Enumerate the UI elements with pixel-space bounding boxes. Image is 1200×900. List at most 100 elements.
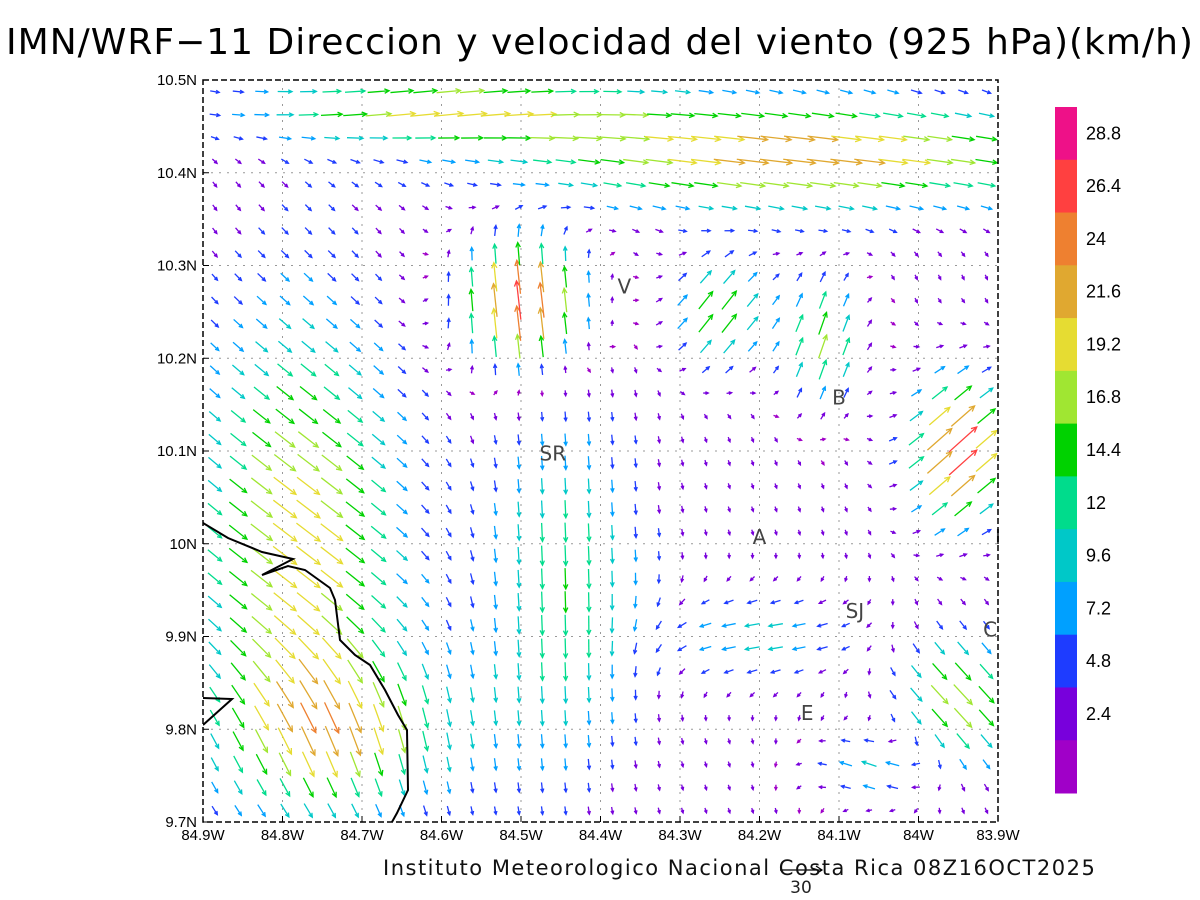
wind-arrow — [855, 135, 886, 143]
wind-arrow — [586, 806, 592, 816]
wind-arrow — [539, 710, 545, 727]
wind-arrow — [773, 414, 780, 419]
wind-arrow — [797, 483, 802, 490]
wind-arrow — [208, 664, 222, 680]
wind-arrow — [540, 411, 545, 422]
wind-arrow — [516, 223, 522, 237]
wind-arrow — [814, 205, 832, 211]
wind-arrow — [678, 342, 688, 351]
wind-arrow — [842, 314, 851, 332]
wind-arrow — [887, 89, 900, 95]
wind-arrow — [679, 391, 686, 396]
wind-arrow — [446, 781, 452, 795]
wind-arrow — [867, 576, 872, 583]
wind-arrow — [774, 529, 778, 536]
wind-arrow — [676, 645, 687, 652]
wind-arrow — [983, 344, 991, 349]
wind-arrow — [459, 88, 486, 94]
wind-arrow — [343, 111, 369, 118]
wind-arrow — [397, 181, 407, 188]
wind-arrow — [726, 391, 734, 395]
wind-arrow — [210, 342, 220, 352]
wind-arrow — [372, 388, 385, 399]
wind-arrow — [633, 572, 638, 586]
wind-arrow — [516, 412, 521, 422]
wind-arrow — [255, 89, 270, 95]
wind-arrow — [234, 273, 243, 282]
wind-arrow — [516, 389, 521, 396]
wind-arrow — [325, 751, 338, 778]
wind-arrow — [233, 296, 244, 306]
wind-arrow — [656, 690, 661, 700]
wind-arrow — [937, 784, 942, 792]
wind-arrow — [539, 638, 545, 660]
wind-arrow — [491, 205, 500, 210]
wind-arrow — [397, 683, 407, 707]
wind-arrow — [818, 310, 828, 335]
wind-arrow — [469, 245, 475, 261]
wind-arrow — [372, 682, 385, 709]
colorbar-segment — [1055, 265, 1077, 319]
wind-arrow — [652, 205, 667, 211]
wind-arrow — [442, 159, 457, 164]
wind-arrow — [633, 666, 638, 678]
wind-arrow — [818, 333, 828, 359]
wind-arrow — [657, 482, 662, 491]
wind-arrow — [678, 598, 686, 606]
wind-arrow — [252, 660, 271, 683]
wind-arrow — [844, 506, 848, 513]
wind-arrow — [563, 500, 569, 520]
wind-arrow — [820, 529, 825, 536]
wind-arrow — [866, 365, 873, 373]
wind-arrow — [493, 457, 498, 469]
wind-arrow — [578, 159, 601, 165]
wind-arrow — [820, 483, 825, 490]
wind-arrow — [844, 691, 848, 699]
wind-arrow — [816, 622, 828, 628]
wind-arrow — [609, 664, 615, 680]
wind-arrow — [256, 779, 267, 797]
wind-arrow — [727, 807, 731, 815]
wind-arrow — [914, 297, 919, 304]
wind-arrow — [657, 505, 662, 515]
wind-arrow — [670, 112, 696, 119]
wind-arrow — [469, 364, 475, 374]
wind-arrow — [936, 344, 945, 349]
wind-arrow — [281, 204, 289, 212]
wind-arrow — [540, 390, 544, 398]
wind-arrow — [563, 411, 568, 423]
wind-arrow — [373, 727, 385, 756]
wind-arrow — [347, 680, 363, 710]
wind-arrow — [960, 576, 967, 581]
wind-arrow — [258, 227, 266, 235]
wind-arrow — [328, 181, 336, 188]
wind-arrow — [300, 702, 317, 734]
wind-arrow — [493, 525, 498, 540]
wind-arrow — [796, 437, 803, 442]
wind-arrow — [350, 777, 360, 798]
wind-arrow — [675, 205, 691, 211]
wind-arrow — [279, 295, 291, 306]
wind-arrow — [345, 570, 366, 587]
wind-arrow — [698, 645, 712, 651]
wind-arrow — [714, 135, 746, 143]
wind-arrow — [935, 228, 945, 234]
wind-arrow — [953, 182, 974, 188]
wind-arrow — [773, 784, 778, 792]
wind-arrow — [810, 181, 837, 189]
wind-arrow — [211, 158, 219, 165]
wind-arrow — [698, 290, 714, 310]
wind-arrow — [397, 388, 407, 398]
wind-arrow — [304, 158, 314, 164]
wind-arrow — [531, 88, 555, 95]
wind-arrow — [737, 135, 770, 143]
wind-arrow — [701, 228, 712, 233]
wind-arrow — [563, 710, 569, 727]
place-label: SR — [540, 441, 567, 465]
wind-arrow — [860, 760, 877, 768]
wind-arrow — [818, 738, 826, 743]
wind-arrow — [984, 251, 989, 258]
wind-arrow — [535, 182, 550, 188]
wind-arrow — [610, 389, 615, 398]
wind-arrow — [937, 807, 942, 815]
